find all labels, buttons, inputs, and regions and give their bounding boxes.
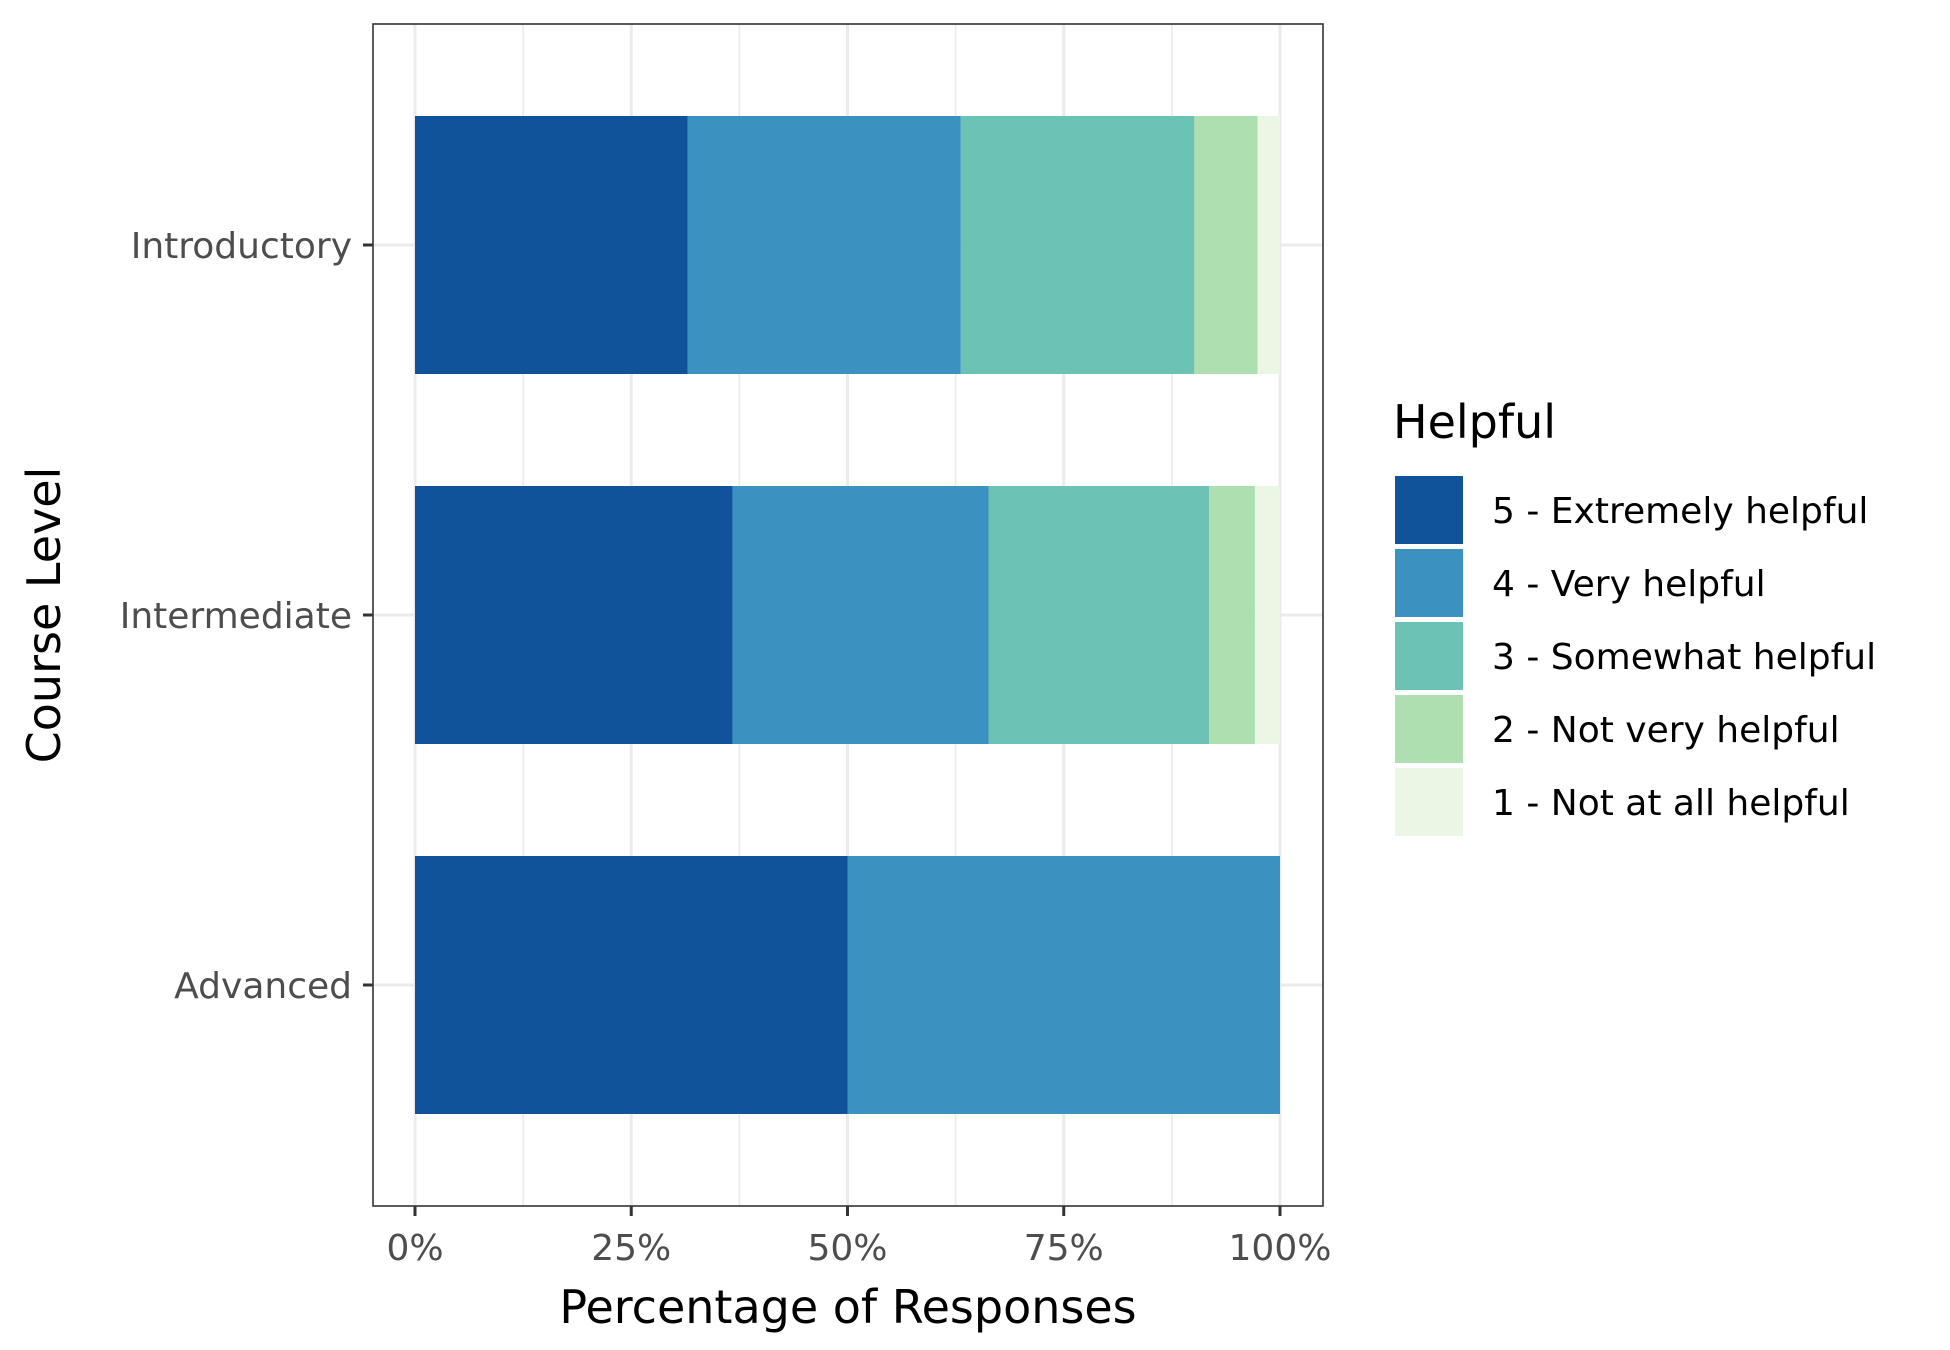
x-tick-label: 75%	[1024, 1228, 1104, 1269]
bar-segment-intermediate-4	[732, 486, 989, 744]
y-tick-label-intermediate: Intermediate	[120, 596, 352, 637]
legend-title: Helpful	[1393, 395, 1556, 449]
legend-key-1	[1395, 768, 1463, 836]
bar-segment-introductory-3	[960, 116, 1195, 374]
x-tick-label: 0%	[386, 1228, 443, 1269]
x-tick-label: 50%	[807, 1228, 887, 1269]
bar-segment-introductory-2	[1194, 116, 1258, 374]
bar-segment-intermediate-2	[1209, 486, 1255, 744]
legend-key-5	[1395, 476, 1463, 544]
x-tick-label: 25%	[591, 1228, 671, 1269]
legend-label-3: 3 - Somewhat helpful	[1492, 637, 1876, 678]
legend-key-4	[1395, 549, 1463, 617]
bar-segment-intermediate-5	[415, 486, 733, 744]
legend-key-2	[1395, 695, 1463, 763]
x-tick-label: 100%	[1229, 1228, 1332, 1269]
legend-label-5: 5 - Extremely helpful	[1492, 491, 1868, 532]
legend-label-1: 1 - Not at all helpful	[1492, 783, 1850, 824]
y-tick-label-introductory: Introductory	[131, 226, 352, 267]
legend-key-3	[1395, 622, 1463, 690]
bar-segment-advanced-5	[415, 856, 848, 1114]
y-tick-label-advanced: Advanced	[174, 966, 352, 1007]
y-axis: Introductory Intermediate Advanced	[120, 226, 373, 1007]
bar-segment-introductory-5	[415, 116, 688, 374]
legend-label-2: 2 - Not very helpful	[1492, 710, 1840, 751]
bar-segment-introductory-4	[687, 116, 961, 374]
x-axis: 0% 25% 50% 75% 100%	[386, 1206, 1331, 1269]
bar-segment-advanced-4	[847, 856, 1280, 1114]
bar-segment-intermediate-3	[988, 486, 1210, 744]
x-axis-title: Percentage of Responses	[559, 1280, 1136, 1334]
bar-segment-introductory-1	[1257, 116, 1280, 374]
bars	[415, 116, 1280, 1114]
bar-segment-intermediate-1	[1254, 486, 1280, 744]
y-axis-title: Course Level	[17, 467, 71, 764]
legend: Helpful 5 - Extremely helpful 4 - Very he…	[1393, 395, 1876, 836]
legend-label-4: 4 - Very helpful	[1492, 564, 1766, 605]
